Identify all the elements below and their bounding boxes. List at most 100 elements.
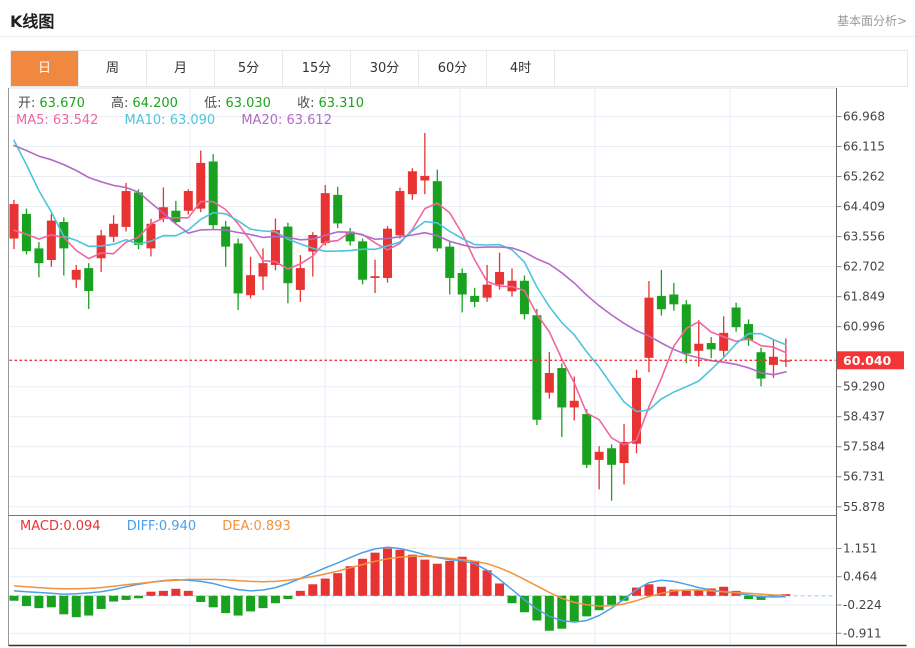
macd-hist-bar xyxy=(420,559,430,596)
candle-body xyxy=(619,441,629,464)
macd-hist-bar xyxy=(557,595,567,629)
price-tick-label: 57.584 xyxy=(843,440,885,454)
macd-hist-bar xyxy=(208,595,218,608)
candle-body xyxy=(482,284,492,298)
candle-body xyxy=(9,204,19,239)
price-tick-label: 63.556 xyxy=(843,230,885,244)
candle-body xyxy=(21,213,31,252)
macd-hist-bar xyxy=(470,560,480,596)
ohlc-legend: 开: 63.670 高: 64.200 低: 63.030 收: 63.310 xyxy=(18,92,368,111)
price-tick-label: 59.290 xyxy=(843,380,885,394)
fundamental-analysis-link[interactable]: 基本面分析> xyxy=(836,14,907,28)
page-header: K线图 基本面分析> xyxy=(0,0,915,37)
candle-body xyxy=(744,324,754,341)
candle-body xyxy=(706,343,716,350)
macd-hist-bar xyxy=(121,595,131,600)
macd-hist-bar xyxy=(84,595,94,616)
candle-body xyxy=(246,275,256,296)
macd-hist-bar xyxy=(258,595,268,609)
tab-day[interactable]: 日 xyxy=(11,51,79,86)
candle-body xyxy=(445,246,455,278)
macd-hist-bar xyxy=(21,595,31,607)
candle-body xyxy=(171,210,181,222)
tab-week[interactable]: 周 xyxy=(79,51,147,86)
macd-hist-bar xyxy=(345,566,355,596)
macd-hist-bar xyxy=(370,552,380,596)
macd-hist-bar xyxy=(582,595,592,617)
macd-hist-bar xyxy=(183,590,193,596)
candle-body xyxy=(71,269,81,280)
macd-tick-label: -0.224 xyxy=(843,598,882,612)
macd-hist-bar xyxy=(383,548,392,596)
candle-body xyxy=(569,400,579,408)
candle-body xyxy=(719,332,729,351)
candle-body xyxy=(383,228,392,278)
candle-body xyxy=(470,295,480,302)
price-tick-label: 65.262 xyxy=(843,170,885,184)
macd-hist-bar xyxy=(457,556,467,596)
price-tick-label: 55.878 xyxy=(843,500,885,514)
candle-body xyxy=(395,191,405,236)
macd-hist-bar xyxy=(233,595,243,616)
macd-hist-bar xyxy=(358,558,368,596)
price-tick-label: 64.409 xyxy=(843,200,885,214)
tab-month[interactable]: 月 xyxy=(147,51,215,86)
high-label: 高: xyxy=(111,96,129,111)
tab-15min[interactable]: 15分 xyxy=(283,51,351,86)
candle-body xyxy=(295,268,305,290)
macd-hist-bar xyxy=(71,595,81,618)
candle-body xyxy=(270,230,280,265)
candle-body xyxy=(768,356,778,365)
ma10-legend-value: MA10: 63.090 xyxy=(124,113,216,128)
tab-5min[interactable]: 5分 xyxy=(215,51,283,86)
ma10-line xyxy=(13,139,787,413)
candle-body xyxy=(84,268,94,291)
candle-body xyxy=(495,271,505,285)
candle-body xyxy=(644,297,654,358)
macd-hist-bar xyxy=(246,595,256,612)
candle-body xyxy=(420,175,430,181)
candle-body xyxy=(407,171,417,195)
candle-body xyxy=(694,343,704,351)
candle-body xyxy=(358,241,368,280)
candle-body xyxy=(134,192,143,245)
price-tick-label: 58.437 xyxy=(843,410,885,424)
macd-hist-bar xyxy=(46,595,56,608)
tab-60min[interactable]: 60分 xyxy=(419,51,487,86)
close-label: 收: xyxy=(297,96,315,111)
macd-hist-bar xyxy=(681,590,691,596)
candle-body xyxy=(457,273,467,295)
candle-body xyxy=(582,414,592,465)
dea-line xyxy=(13,555,786,607)
current-price-badge xyxy=(837,351,904,370)
candle-body xyxy=(121,191,131,227)
open-value: 63.670 xyxy=(39,96,85,111)
candle-body xyxy=(46,220,56,261)
macd-hist-bar xyxy=(134,595,143,599)
candle-body xyxy=(669,294,679,305)
low-label: 低: xyxy=(204,96,222,111)
candle-body xyxy=(432,181,442,249)
macd-hist-bar xyxy=(644,584,654,596)
high-value: 64.200 xyxy=(132,96,178,111)
candle-body xyxy=(519,280,529,315)
ma20-line xyxy=(13,144,787,376)
page-title: K线图 xyxy=(10,12,55,31)
candle-body xyxy=(607,448,617,465)
macd-hist-bar xyxy=(407,554,417,596)
tab-30min[interactable]: 30分 xyxy=(351,51,419,86)
tab-4hour[interactable]: 4时 xyxy=(487,51,555,86)
candle-body xyxy=(258,263,268,277)
macd-hist-bar xyxy=(669,589,679,596)
candle-body xyxy=(320,193,330,244)
candle-body xyxy=(333,194,343,224)
ma20-legend-value: MA20: 63.612 xyxy=(241,113,332,128)
macd-hist-bar xyxy=(544,595,554,631)
macd-hist-bar xyxy=(756,595,766,600)
macd-hist-bar xyxy=(482,570,492,596)
macd-hist-bar xyxy=(507,595,517,604)
candle-body xyxy=(594,451,604,460)
candle-body xyxy=(109,223,119,237)
ma5-line xyxy=(13,200,787,446)
